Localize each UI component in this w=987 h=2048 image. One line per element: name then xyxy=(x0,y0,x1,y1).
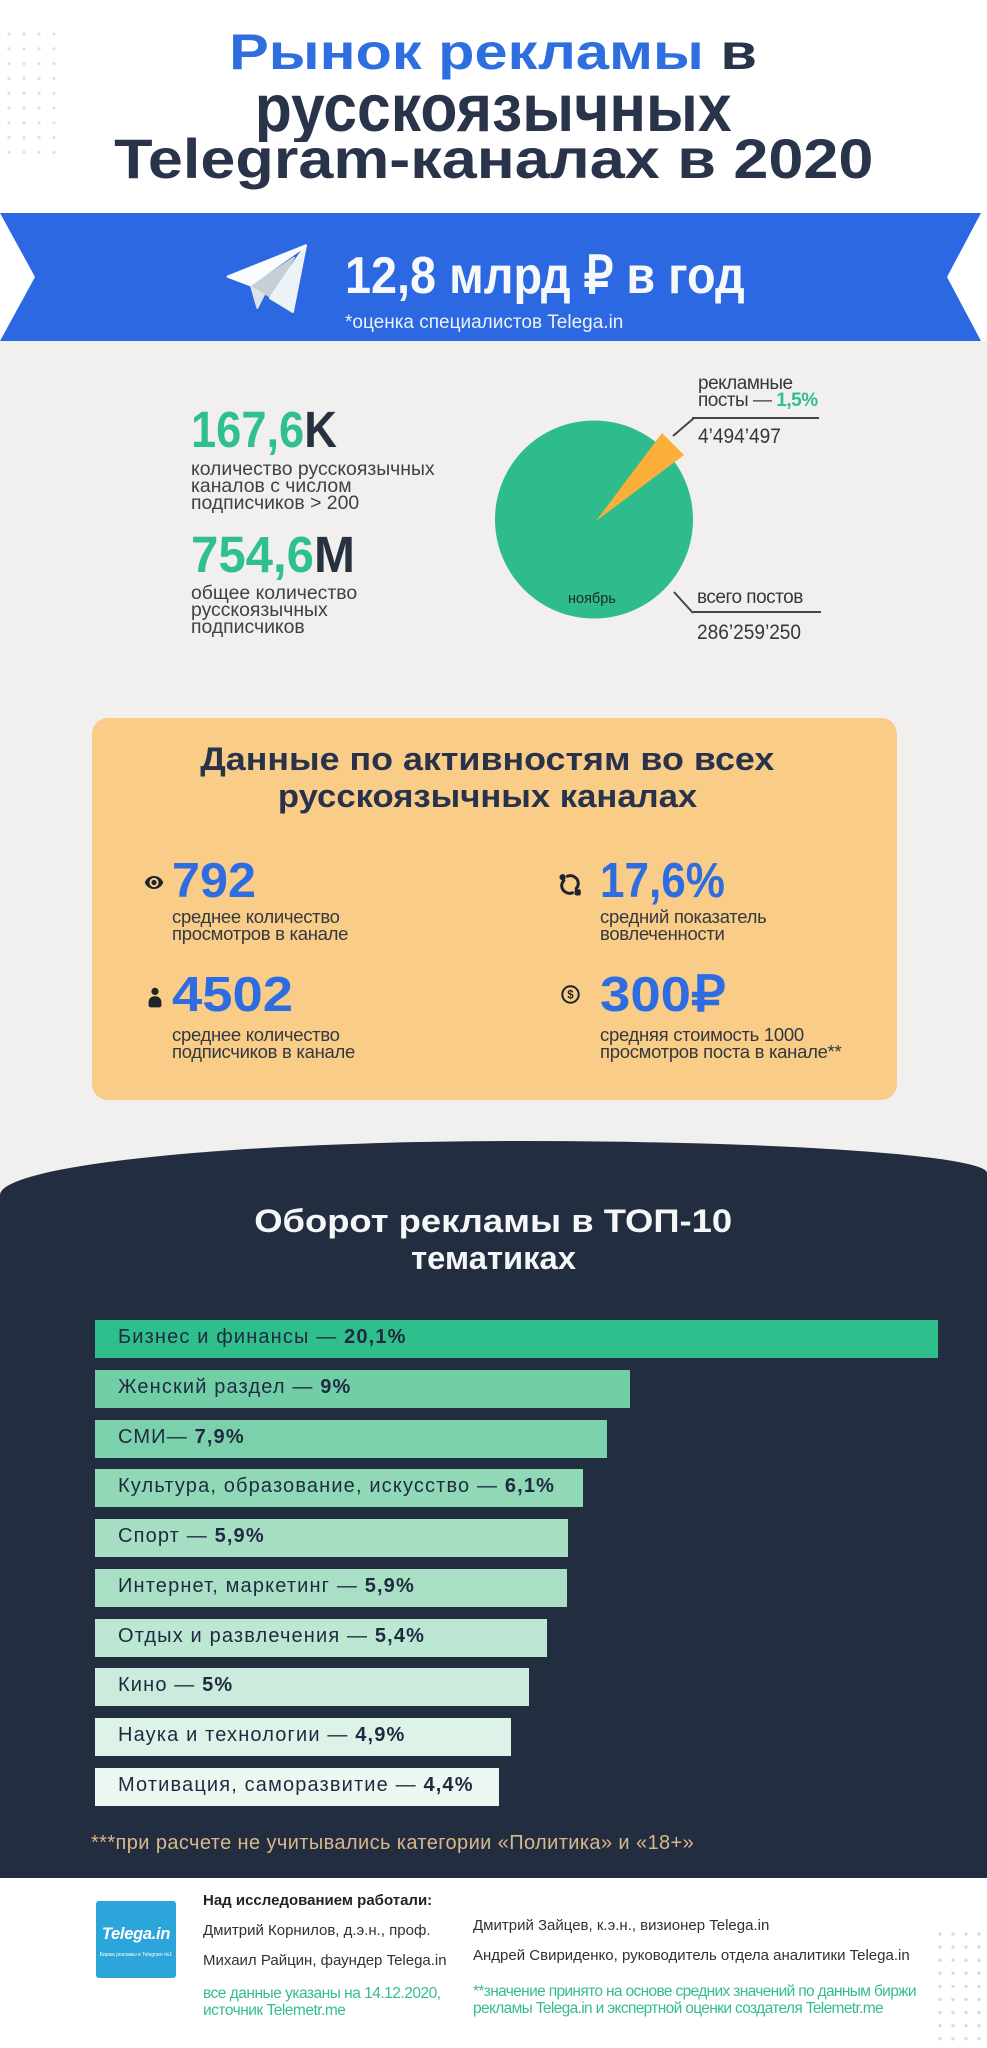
svg-text:$: $ xyxy=(567,990,574,1002)
